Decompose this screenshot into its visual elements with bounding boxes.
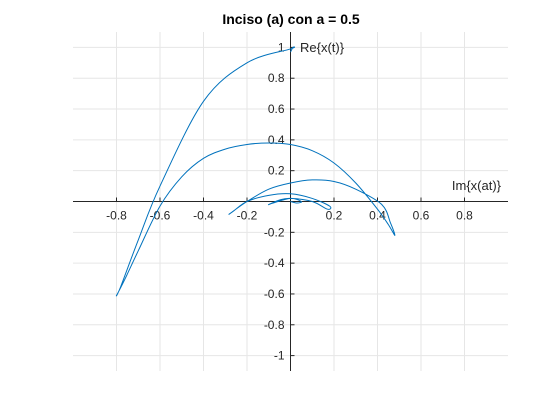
x-tick-label: -0.8 <box>106 209 127 223</box>
y-tick-label: 0.6 <box>268 102 285 116</box>
y-tick-label: -1 <box>274 349 285 363</box>
series-line <box>115 46 396 297</box>
y-tick-label: 1 <box>278 40 285 54</box>
y-tick-label: -0.8 <box>264 318 285 332</box>
series-group <box>115 46 396 297</box>
x-tick-label: -0.2 <box>237 209 258 223</box>
x-tick-label: 0.4 <box>369 209 386 223</box>
x-tick-label: 0.6 <box>413 209 430 223</box>
y-axis-label: Re{x(t)} <box>300 40 345 55</box>
y-tick-label: -0.6 <box>264 287 285 301</box>
y-tick-label: -0.4 <box>264 256 285 270</box>
y-tick-label: 0.8 <box>268 71 285 85</box>
y-tick-label: -0.2 <box>264 225 285 239</box>
x-tick-label: 0.8 <box>456 209 473 223</box>
y-tick-label: 0.4 <box>268 133 285 147</box>
x-tick-label: 0.2 <box>326 209 343 223</box>
y-tick-label: 0.2 <box>268 164 285 178</box>
chart-title: Inciso (a) con a = 0.5 <box>222 11 360 27</box>
x-axis-label: Im{x(at)} <box>452 178 502 193</box>
x-tick-label: -0.6 <box>150 209 171 223</box>
x-tick-label: -0.4 <box>193 209 214 223</box>
